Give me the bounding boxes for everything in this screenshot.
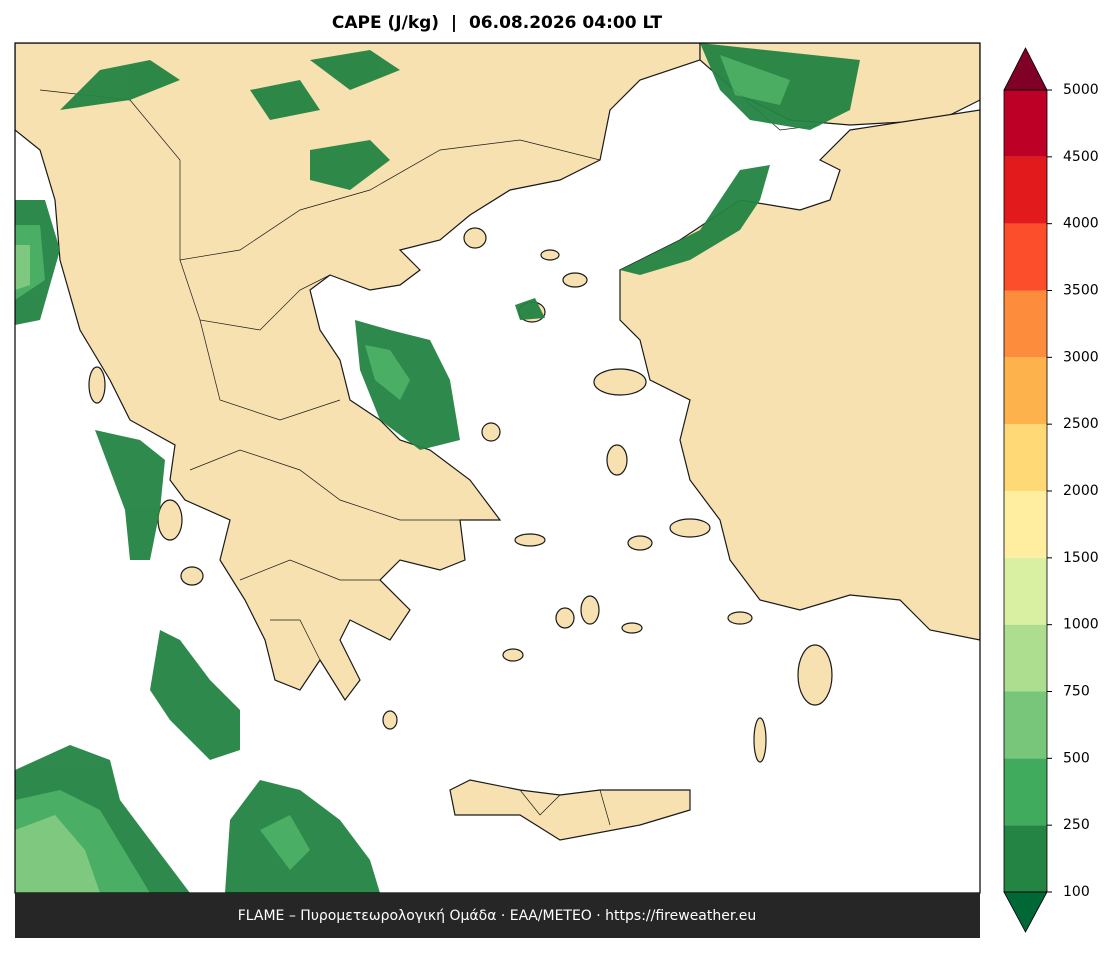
colorbar-tick-label: 4500 [1063,149,1099,165]
region-border [519,789,611,826]
region-border [239,559,380,581]
colorbar-band [1004,156,1047,224]
footer-text: FLAME – Πυρομετεωρολογική Ομάδα · ΕΑΑ/ME… [238,908,757,924]
cape-patch [720,55,790,105]
region-border [270,619,321,661]
island [606,444,628,476]
cape-patch [620,165,770,275]
region-border [179,259,331,331]
cape-patch [310,50,400,90]
colorbar-band [1004,424,1047,491]
region-border [189,449,460,521]
island [797,644,833,706]
colorbar-tick-label: 2500 [1063,416,1099,432]
colorbar-band [1004,557,1047,625]
colorbar-tick-label: 3500 [1063,283,1099,299]
cape-patch [515,298,545,320]
map-title: CAPE (J/kg) | 06.08.2026 04:00 LT [332,13,663,33]
colorbar-band [1004,825,1047,892]
island [514,533,546,547]
cape-patch [15,245,30,290]
cape-patch [95,430,165,560]
colorbar-tick-label: 5000 [1063,82,1099,98]
island [555,607,575,629]
island [502,648,524,662]
island [727,611,753,625]
colorbar-band [1004,290,1047,358]
footer-bar [15,893,980,938]
colorbar-band [1004,691,1047,759]
island [627,535,653,551]
island [180,566,204,586]
cape-patch [310,140,390,190]
map [14,42,981,894]
island [621,622,643,634]
cape-patch [250,80,320,120]
colorbar-tick-label: 1000 [1063,617,1099,633]
colorbar-band [1004,357,1047,425]
colorbar-tick-label: 750 [1063,684,1090,700]
region-border [39,89,601,261]
cape-patch [365,345,410,400]
island [580,595,600,625]
colorbar-tick-label: 250 [1063,817,1090,833]
island [463,227,487,249]
colorbar-tick-label: 100 [1063,884,1090,900]
island [753,717,767,763]
cape-patch [260,815,310,870]
island [669,518,711,538]
island [593,368,647,396]
cape-patch [225,780,380,893]
colorbar-tick-label: 1500 [1063,550,1099,566]
island [382,710,398,730]
colorbar-over-arrow [1003,47,1048,91]
colorbar-tick-label: 2000 [1063,483,1099,499]
cape-patch [15,815,100,893]
island [481,422,501,442]
island [88,366,106,404]
colorbar-band [1004,624,1047,692]
balkan-land [15,43,701,702]
cape-patch [60,60,180,110]
colorbar-band [1004,491,1047,558]
cape-shading [15,43,860,893]
colorbar-band [1004,90,1047,157]
island [157,499,183,541]
colorbar-under-arrow [1003,891,1048,933]
colorbar-band [1004,223,1047,291]
colorbar-tick-label: 3000 [1063,349,1099,365]
colorbar-band [1004,758,1047,826]
colorbar: 100 250 500 750 1000 1500 2000 2500 3000 3500 4000… [1003,47,1099,933]
colorbar-tick-label: 4000 [1063,216,1099,232]
island [540,249,560,261]
colorbar-tick-label: 500 [1063,750,1090,766]
cape-patch [150,630,240,760]
island [562,272,588,288]
region-border [199,319,341,421]
